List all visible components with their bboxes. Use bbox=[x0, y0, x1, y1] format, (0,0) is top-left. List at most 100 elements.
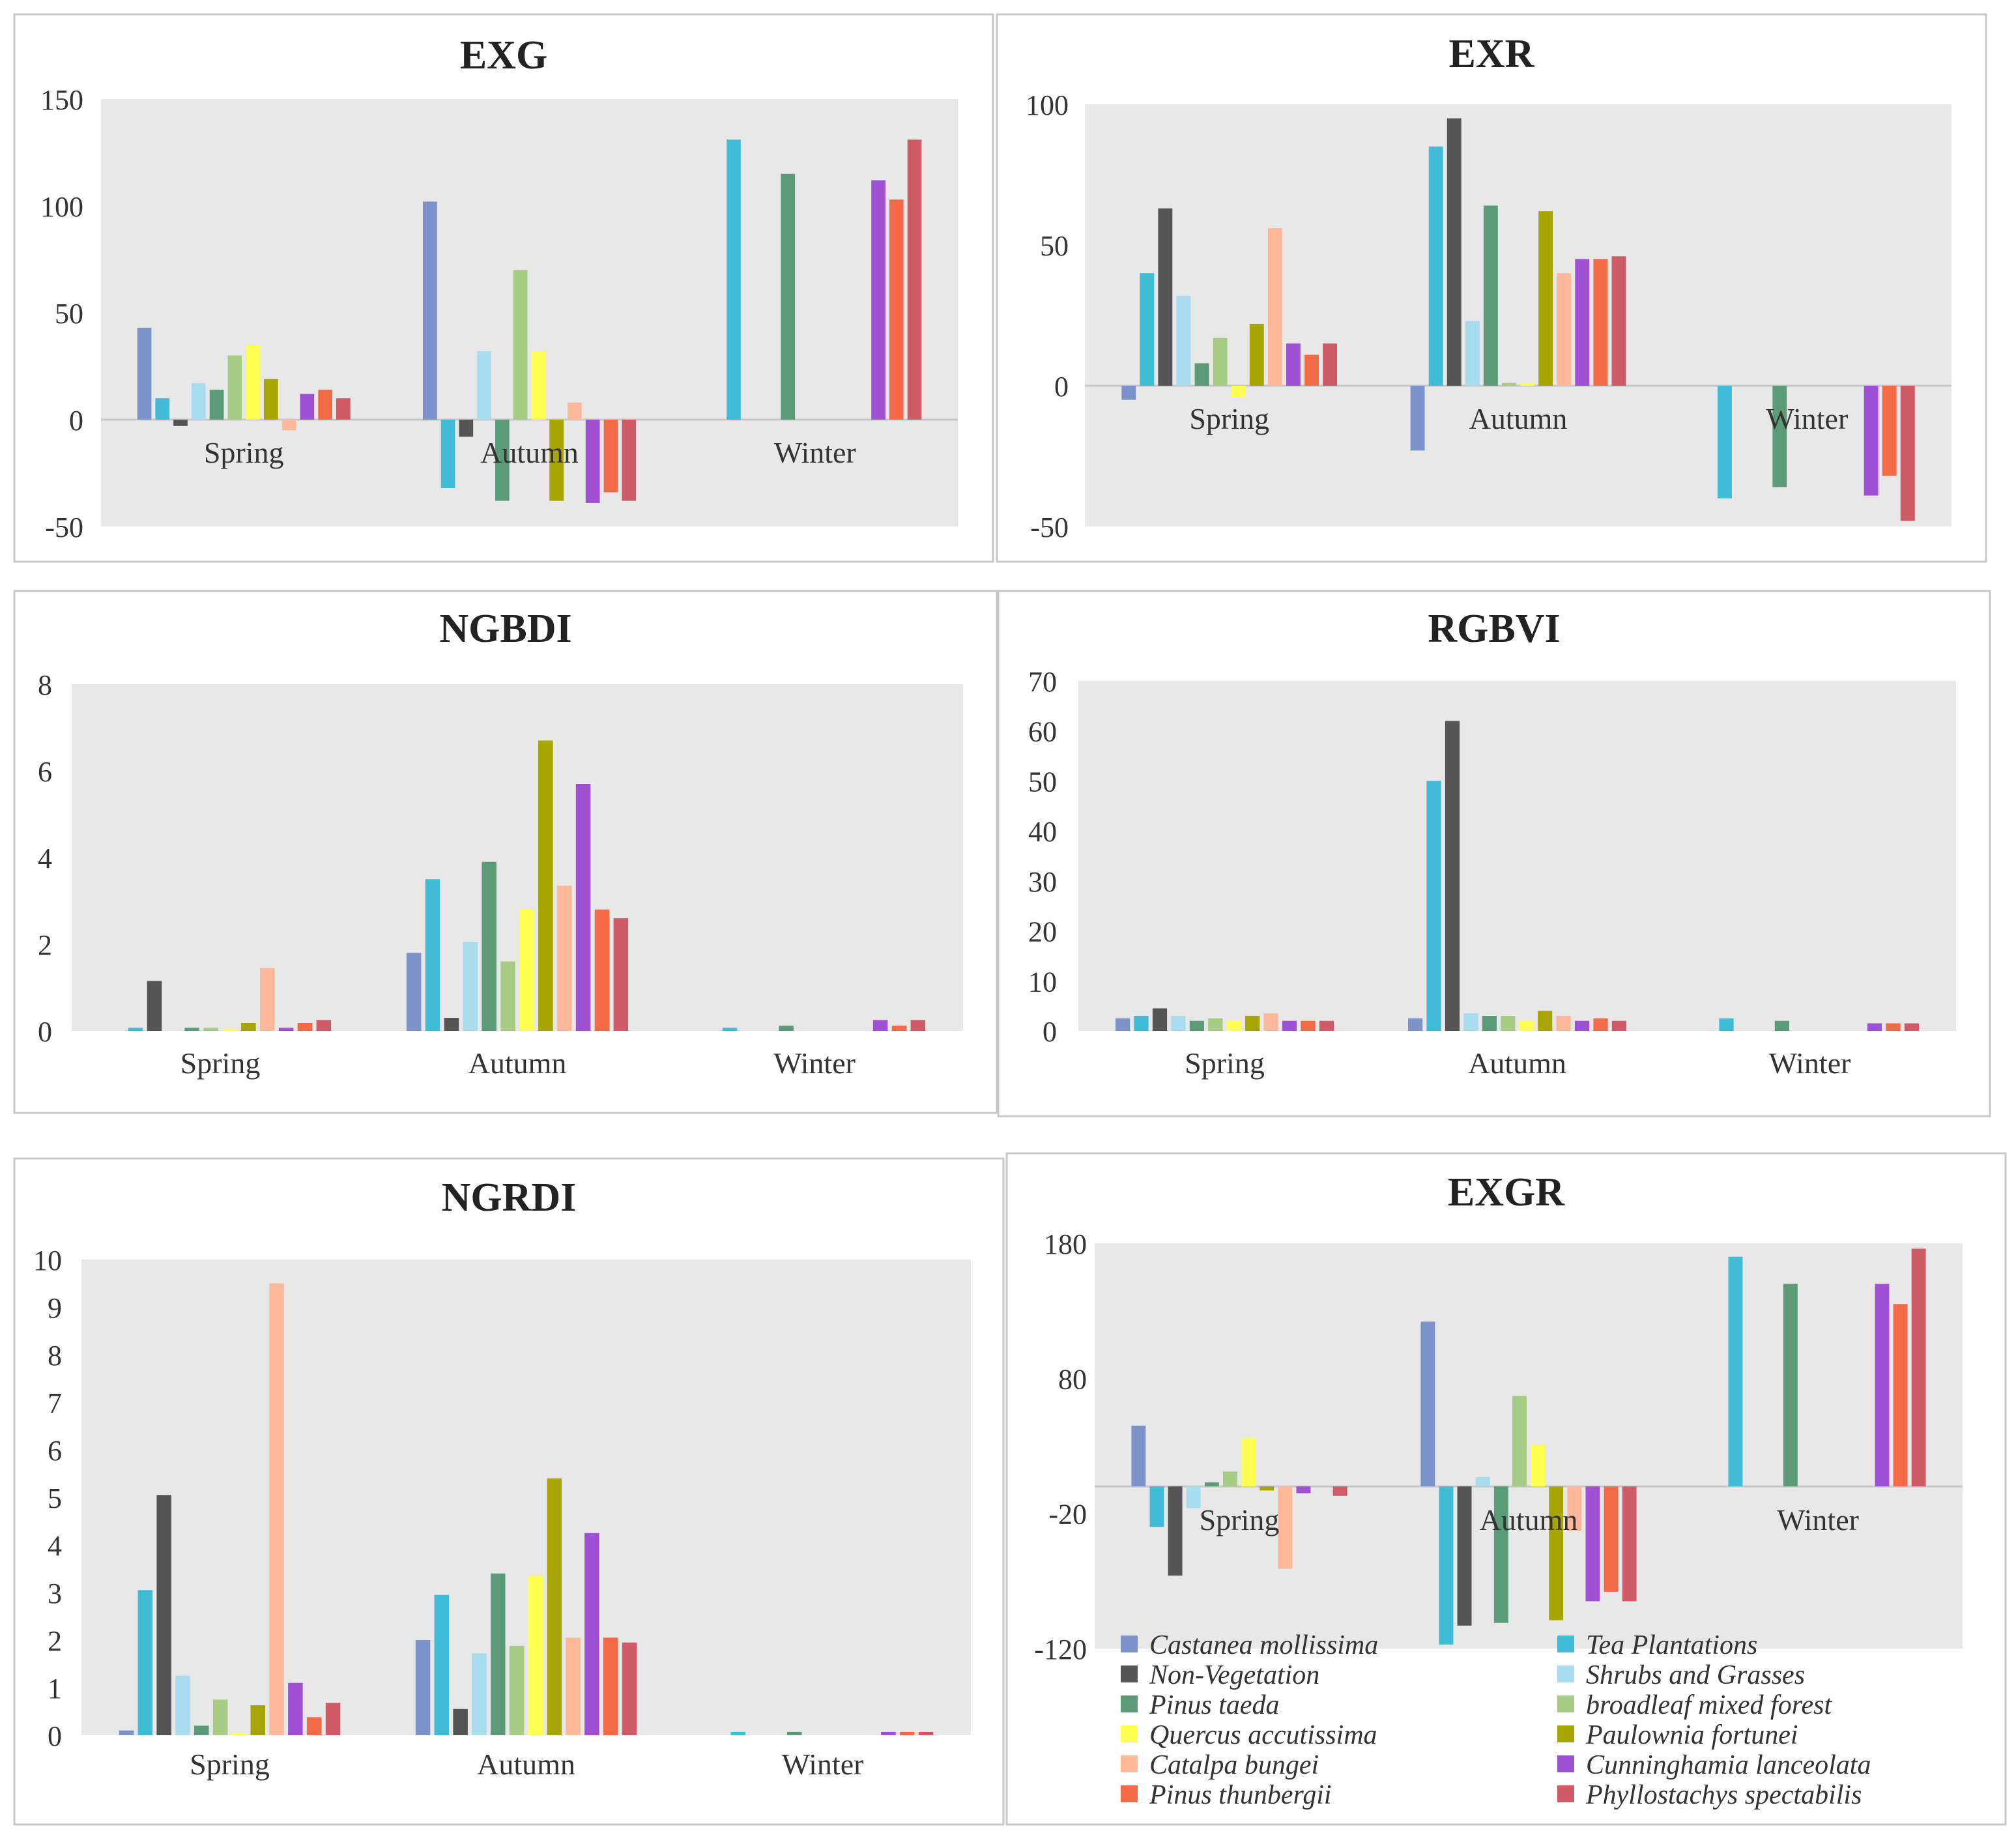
bar-spring-12 bbox=[325, 1703, 341, 1735]
legend-label-5: Pinus taeda bbox=[1149, 1690, 1279, 1720]
bar-spring-5 bbox=[1194, 363, 1209, 386]
bar-autumn-5 bbox=[491, 1573, 506, 1735]
bar-winter-10 bbox=[872, 1020, 888, 1031]
bar-spring-7 bbox=[1226, 1020, 1241, 1031]
bar-autumn-3 bbox=[459, 420, 474, 437]
bar-spring-10 bbox=[288, 1682, 303, 1735]
bar-autumn-6 bbox=[513, 270, 528, 420]
bar-spring-4 bbox=[191, 383, 206, 420]
bar-spring-4 bbox=[1171, 1016, 1186, 1031]
y-tick-label: 9 bbox=[48, 1292, 62, 1324]
bar-spring-11 bbox=[306, 1717, 322, 1735]
bar-autumn-5 bbox=[495, 420, 510, 501]
bar-winter-12 bbox=[918, 1731, 934, 1735]
category-label-winter: Winter bbox=[782, 1748, 864, 1781]
bar-autumn-7 bbox=[528, 1576, 543, 1735]
bar-spring-1 bbox=[1121, 386, 1136, 400]
bar-spring-1 bbox=[1131, 1425, 1146, 1487]
bar-winter-12 bbox=[907, 139, 922, 420]
bar-spring-6 bbox=[1208, 1018, 1223, 1031]
y-tick-label: 100 bbox=[40, 191, 83, 223]
legend-swatch-12 bbox=[1557, 1785, 1574, 1802]
bar-autumn-9 bbox=[568, 402, 582, 420]
bar-autumn-4 bbox=[1463, 1013, 1478, 1031]
bar-winter-2 bbox=[1719, 1018, 1734, 1031]
chart-title: NGBDI bbox=[439, 607, 571, 651]
legend-label-2: Tea Plantations bbox=[1586, 1630, 1757, 1660]
bar-autumn-9 bbox=[556, 886, 572, 1031]
bar-autumn-6 bbox=[1512, 1396, 1527, 1487]
chart-ngbdi: NGBDI 8 6 4 2 0 Spring Autumn Winter bbox=[38, 607, 963, 1080]
bar-spring-2 bbox=[1134, 1016, 1149, 1031]
bar-autumn-11 bbox=[594, 909, 610, 1031]
bar-autumn-7 bbox=[1519, 1020, 1534, 1031]
bar-autumn-9 bbox=[566, 1637, 581, 1735]
bar-autumn-3 bbox=[453, 1708, 468, 1735]
panel-frame-1 bbox=[13, 13, 994, 563]
bar-autumn-10 bbox=[1575, 259, 1590, 386]
bar-autumn-7 bbox=[1531, 1444, 1545, 1487]
bar-autumn-4 bbox=[477, 351, 491, 420]
category-label-spring: Spring bbox=[204, 436, 284, 469]
chart-rgbvi: RGBVI 70 60 50 40 30 20 10 0 Spring Autumn Winter bbox=[1028, 607, 1956, 1080]
bar-spring-9 bbox=[269, 1283, 284, 1735]
bar-autumn-3 bbox=[1445, 721, 1460, 1031]
bar-spring-9 bbox=[259, 968, 275, 1031]
bar-autumn-7 bbox=[1520, 382, 1534, 386]
legend-swatch-2 bbox=[1557, 1636, 1574, 1652]
bar-autumn-8 bbox=[1549, 1486, 1564, 1621]
legend-swatch-5 bbox=[1121, 1695, 1138, 1712]
y-tick-label: 0 bbox=[38, 1016, 52, 1048]
bar-spring-6 bbox=[1213, 338, 1228, 386]
bar-autumn-7 bbox=[531, 351, 546, 420]
bar-autumn-10 bbox=[575, 784, 591, 1031]
bar-spring-7 bbox=[246, 345, 260, 420]
bar-autumn-5 bbox=[1493, 1486, 1508, 1623]
chart-exgr: EXGR 180 80 -20 -120 Spring Autumn Winter bbox=[1034, 1170, 1963, 1665]
bar-spring-3 bbox=[1168, 1486, 1183, 1576]
bar-winter-12 bbox=[1911, 1248, 1926, 1487]
bar-autumn-2 bbox=[440, 420, 455, 488]
bar-autumn-4 bbox=[1475, 1477, 1490, 1487]
bar-winter-10 bbox=[1875, 1284, 1890, 1487]
bar-autumn-6 bbox=[1501, 1016, 1516, 1031]
bar-winter-11 bbox=[899, 1731, 915, 1735]
legend-label-12: Phyllostachys spectabilis bbox=[1585, 1780, 1862, 1810]
bar-spring-7 bbox=[1241, 1437, 1256, 1487]
bar-spring-1 bbox=[119, 1730, 134, 1735]
bar-winter-5 bbox=[1772, 386, 1787, 487]
bar-spring-6 bbox=[227, 355, 242, 420]
bar-autumn-12 bbox=[622, 420, 637, 501]
bar-spring-2 bbox=[128, 1028, 143, 1031]
legend-swatch-4 bbox=[1557, 1665, 1574, 1682]
plot-area bbox=[1078, 681, 1956, 1031]
bar-autumn-12 bbox=[1611, 1020, 1626, 1031]
legend-swatch-10 bbox=[1557, 1755, 1574, 1772]
legend-label-3: Non-Vegetation bbox=[1149, 1660, 1319, 1690]
y-tick-label: 2 bbox=[38, 929, 52, 961]
bar-spring-3 bbox=[156, 1495, 171, 1735]
bar-spring-2 bbox=[1140, 273, 1155, 386]
plot-area bbox=[101, 99, 958, 526]
y-tick-label: 8 bbox=[38, 669, 52, 701]
bar-autumn-11 bbox=[603, 420, 618, 493]
category-label-winter: Winter bbox=[1769, 1046, 1851, 1080]
bar-autumn-10 bbox=[585, 420, 600, 503]
category-label-autumn: Autumn bbox=[480, 436, 579, 469]
chart-title: EXG bbox=[460, 33, 547, 78]
bar-winter-11 bbox=[891, 1026, 907, 1031]
bar-autumn-6 bbox=[500, 961, 515, 1031]
y-tick-label: 7 bbox=[48, 1387, 62, 1419]
bar-autumn-12 bbox=[1611, 256, 1626, 386]
y-tick-label: 0 bbox=[48, 1720, 62, 1752]
bar-autumn-3 bbox=[444, 1018, 459, 1031]
legend-swatch-11 bbox=[1121, 1785, 1138, 1802]
bar-autumn-9 bbox=[1567, 1486, 1582, 1531]
y-tick-label: 8 bbox=[48, 1340, 62, 1372]
y-tick-label: 3 bbox=[48, 1578, 62, 1609]
bar-spring-11 bbox=[297, 1023, 313, 1031]
legend-label-1: Castanea mollissima bbox=[1149, 1630, 1378, 1660]
bar-autumn-2 bbox=[425, 879, 440, 1031]
